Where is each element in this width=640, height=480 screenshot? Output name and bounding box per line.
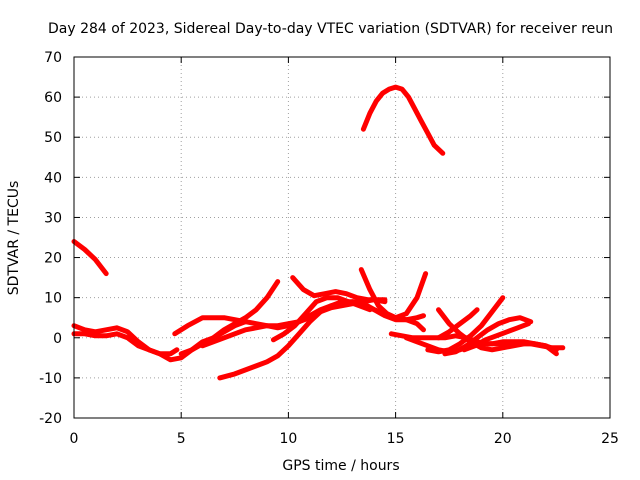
- y-tick-label: 0: [53, 331, 62, 347]
- series-arc-2: [71, 323, 180, 357]
- y-tick-label: 70: [44, 50, 62, 66]
- chart-title: Day 284 of 2023, Sidereal Day-to-day VTE…: [48, 21, 613, 37]
- y-tick-label: 60: [44, 90, 62, 106]
- series-arc-5: [178, 279, 281, 357]
- x-tick-label: 0: [70, 431, 79, 447]
- plot-frame: [73, 56, 611, 419]
- series-arc-8: [270, 295, 373, 343]
- x-tick-label: 20: [494, 431, 512, 447]
- series-arc-18: [436, 307, 480, 341]
- grid: [74, 57, 610, 418]
- ticks: 0 5 10 15 20 25 -20 -10 0 10 20 30 40 50 60 70: [39, 50, 619, 447]
- y-axis-title: SDTVAR / TECUs: [6, 181, 22, 296]
- y-tick-label: -10: [39, 371, 62, 387]
- series-arc-1: [71, 239, 109, 277]
- x-tick-label: 10: [279, 431, 297, 447]
- y-tick-label: 50: [44, 130, 62, 146]
- x-axis-title: GPS time / hours: [282, 458, 399, 474]
- series-group: [71, 84, 566, 381]
- y-tick-label: 40: [44, 170, 62, 186]
- series-arc-17: [461, 321, 531, 353]
- x-tick-label: 15: [387, 431, 405, 447]
- y-tick-label: -20: [39, 411, 62, 427]
- y-tick-label: 20: [44, 251, 62, 267]
- series-arc-16: [442, 315, 534, 357]
- x-tick-label: 5: [177, 431, 186, 447]
- series-arc-11: [358, 267, 429, 321]
- y-tick-label: 10: [44, 291, 62, 307]
- series-arc-15: [436, 307, 559, 357]
- y-tick-label: 30: [44, 210, 62, 226]
- series-arc-10: [360, 84, 446, 156]
- x-tick-label: 25: [601, 431, 619, 447]
